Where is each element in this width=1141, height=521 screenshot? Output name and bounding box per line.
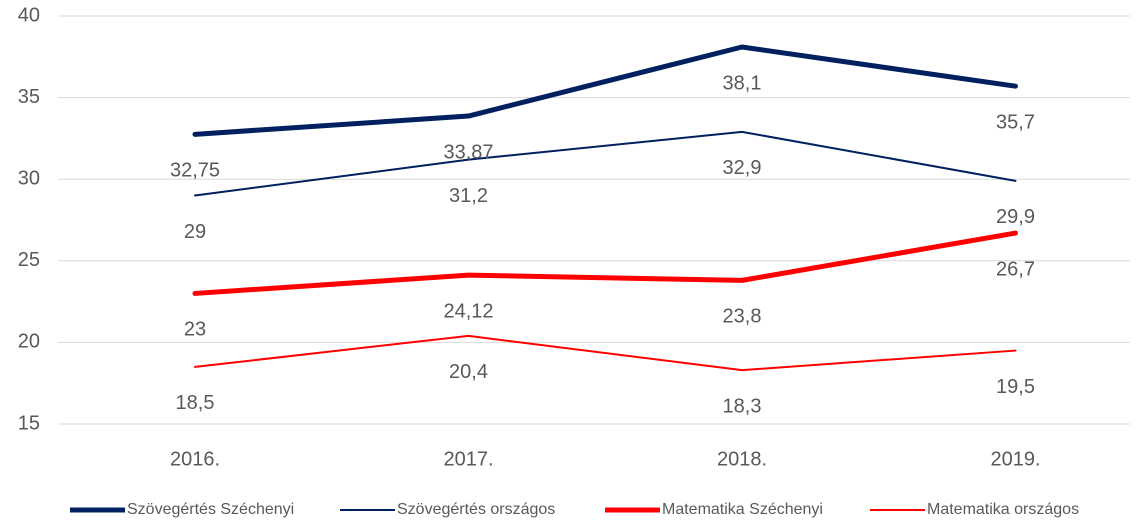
- data-label: 19,5: [996, 376, 1035, 398]
- data-label: 38,1: [723, 72, 762, 94]
- data-label: 31,2: [449, 185, 488, 207]
- series-line: [192, 44, 1018, 137]
- data-label: 18,3: [723, 395, 762, 417]
- data-label: 32,9: [723, 157, 762, 179]
- series-line: [194, 130, 1017, 197]
- y-tick-label: 20: [18, 331, 40, 353]
- data-label: 29,9: [996, 206, 1035, 228]
- data-label: 24,12: [443, 300, 493, 322]
- legend-label: Matematika Széchenyi: [662, 501, 823, 518]
- y-tick-label: 35: [18, 86, 40, 108]
- data-label: 32,75: [170, 160, 220, 182]
- data-label: 18,5: [176, 392, 215, 414]
- legend-label: Szövegértés Széchenyi: [127, 501, 294, 518]
- data-label: 23,8: [723, 306, 762, 328]
- x-tick-label: 2017.: [443, 448, 493, 470]
- data-label: 33,87: [443, 141, 493, 163]
- legend-label: Matematika országos: [927, 501, 1079, 518]
- x-tick-label: 2019.: [990, 448, 1040, 470]
- y-tick-label: 40: [18, 4, 40, 26]
- y-tick-label: 15: [18, 412, 40, 434]
- y-tick-label: 25: [18, 249, 40, 271]
- data-label: 26,7: [996, 258, 1035, 280]
- y-tick-label: 30: [18, 167, 40, 189]
- legend-label: Szövegértés országos: [397, 501, 555, 518]
- data-label: 35,7: [996, 111, 1035, 133]
- data-label: 29: [184, 221, 206, 243]
- data-label: 20,4: [449, 361, 488, 383]
- series-line: [192, 230, 1018, 296]
- data-label: 23: [184, 319, 206, 341]
- x-tick-label: 2016.: [170, 448, 220, 470]
- x-tick-label: 2018.: [717, 448, 767, 470]
- series-line: [194, 334, 1017, 372]
